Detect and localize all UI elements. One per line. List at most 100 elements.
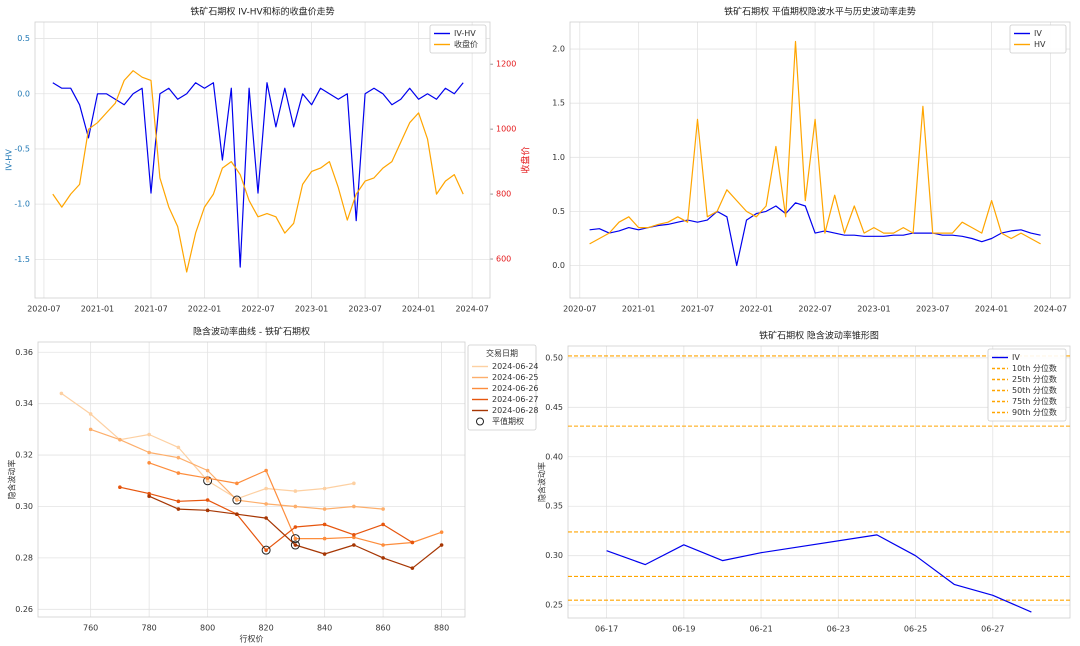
data-point (59, 391, 64, 396)
x-tick-label: 2022-07 (798, 305, 831, 314)
x-tick-label: 2023-01 (295, 305, 328, 314)
y-tick-label: 0.32 (15, 451, 33, 460)
x-tick-label: 2021-01 (622, 305, 655, 314)
data-point (352, 535, 356, 540)
series-line (606, 534, 1032, 613)
data-point (235, 512, 239, 516)
data-point (352, 532, 356, 537)
y-tick-label: 0.50 (545, 353, 563, 362)
data-point (381, 556, 385, 560)
x-tick-label: 2022-01 (188, 305, 221, 314)
x-axis-label: 行权价 (240, 634, 264, 644)
y-tick-label: 0.26 (15, 605, 33, 614)
y-tick-label: 2.0 (552, 45, 565, 54)
x-tick-label: 880 (434, 624, 449, 633)
plot-frame (567, 345, 1071, 619)
atm-marker (290, 540, 300, 550)
data-point (205, 498, 210, 502)
data-point (147, 450, 151, 455)
plot-frame (569, 21, 1071, 299)
data-point (205, 508, 210, 513)
data-point (147, 432, 151, 437)
y-tick-label: 0.34 (15, 399, 33, 408)
x-tick-label: 2024-01 (402, 305, 435, 314)
data-point (293, 536, 298, 541)
x-tick-label: 2023-07 (348, 305, 381, 314)
x-tick-label: 2021-01 (81, 305, 114, 314)
y-tick-label: 0.40 (545, 452, 563, 461)
y-axis-label: 隐含波动率 (7, 460, 17, 500)
atm-marker (232, 495, 242, 505)
data-point (264, 548, 268, 552)
data-point (264, 468, 268, 473)
data-point (147, 460, 151, 465)
x-tick-label: 780 (141, 624, 156, 633)
y2-tick-label: 800 (496, 190, 511, 199)
series-line (589, 202, 1041, 267)
data-point (176, 507, 181, 511)
x-tick-label: 2021-07 (134, 305, 167, 314)
y-tick-label: 0.28 (15, 553, 33, 562)
y-tick-label: 0.5 (17, 34, 30, 43)
data-point (352, 543, 356, 547)
x-tick-label: 2022-07 (241, 305, 274, 314)
x-tick-label: 860 (375, 624, 390, 633)
data-point (205, 476, 210, 481)
chart-title: 铁矿石期权 IV-HV和标的收盘价走势 (190, 6, 334, 18)
x-tick-label: 2024-07 (455, 305, 488, 314)
y2-tick-label: 600 (496, 255, 511, 264)
x-tick-label: 06-27 (981, 625, 1004, 634)
series-line (589, 40, 1041, 245)
y-tick-label: 0.35 (545, 502, 563, 511)
data-point (352, 481, 356, 486)
data-point (352, 504, 356, 509)
data-point (176, 471, 181, 475)
y2-axis-label: 收盘价 (520, 146, 532, 173)
data-point (205, 478, 210, 483)
legend-label: 平值期权 (492, 416, 524, 426)
legend-label: IV-HV (454, 29, 476, 38)
data-point (322, 552, 327, 556)
data-point (293, 504, 298, 509)
y-tick-label: 0.36 (15, 348, 33, 357)
legend-label: 2024-06-24 (492, 362, 539, 371)
legend-label: IV (1034, 29, 1042, 38)
series-line (52, 82, 464, 268)
legend-box (987, 348, 1067, 422)
legend-title: 交易日期 (486, 348, 518, 358)
legend-label: 2024-06-26 (492, 384, 539, 393)
x-tick-label: 2024-01 (975, 305, 1008, 314)
legend-label: 2024-06-25 (492, 373, 539, 382)
x-tick-label: 06-21 (749, 625, 772, 634)
data-point (88, 412, 93, 416)
data-point (264, 486, 268, 491)
data-point (410, 566, 415, 570)
y-axis-label: 隐含波动率 (537, 462, 547, 502)
legend-label: 2024-06-28 (492, 406, 539, 415)
legend-box (1009, 24, 1067, 54)
data-point (264, 516, 268, 520)
data-point (293, 489, 298, 493)
data-point (176, 499, 181, 504)
data-point (176, 445, 181, 450)
x-tick-label: 760 (83, 624, 98, 633)
y-tick-label: -1.5 (14, 255, 30, 264)
data-point (322, 507, 327, 511)
y-tick-label: 0.0 (552, 261, 565, 270)
data-point (439, 543, 444, 547)
data-point (381, 522, 385, 527)
series-line (52, 70, 464, 273)
chart-title: 隐含波动率曲线 - 铁矿石期权 (193, 326, 310, 338)
x-tick-label: 2021-07 (681, 305, 714, 314)
legend-label: HV (1034, 40, 1046, 49)
x-tick-label: 06-17 (595, 625, 618, 634)
legend-box (429, 24, 487, 54)
y-tick-label: 1.5 (552, 99, 565, 108)
data-point (293, 525, 298, 529)
legend-label: 10th 分位数 (1012, 363, 1057, 373)
atm-marker (290, 534, 300, 544)
data-point (147, 494, 151, 499)
data-point (322, 486, 327, 491)
x-tick-label: 2020-07 (27, 305, 60, 314)
